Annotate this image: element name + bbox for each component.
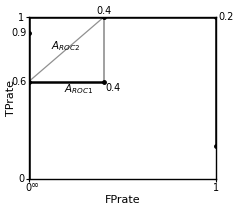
Text: 0.4: 0.4	[96, 5, 111, 16]
Y-axis label: TPrate: TPrate	[5, 80, 16, 116]
Text: $A_{ROC1}$: $A_{ROC1}$	[64, 82, 94, 96]
X-axis label: FPrate: FPrate	[105, 195, 140, 206]
Text: $A_{ROC2}$: $A_{ROC2}$	[51, 39, 81, 53]
Text: ∞: ∞	[31, 180, 39, 190]
Text: 0.9: 0.9	[11, 28, 27, 38]
Text: 0.4: 0.4	[106, 83, 121, 93]
Text: 0.6: 0.6	[11, 77, 27, 87]
Text: 0.2: 0.2	[218, 12, 234, 22]
